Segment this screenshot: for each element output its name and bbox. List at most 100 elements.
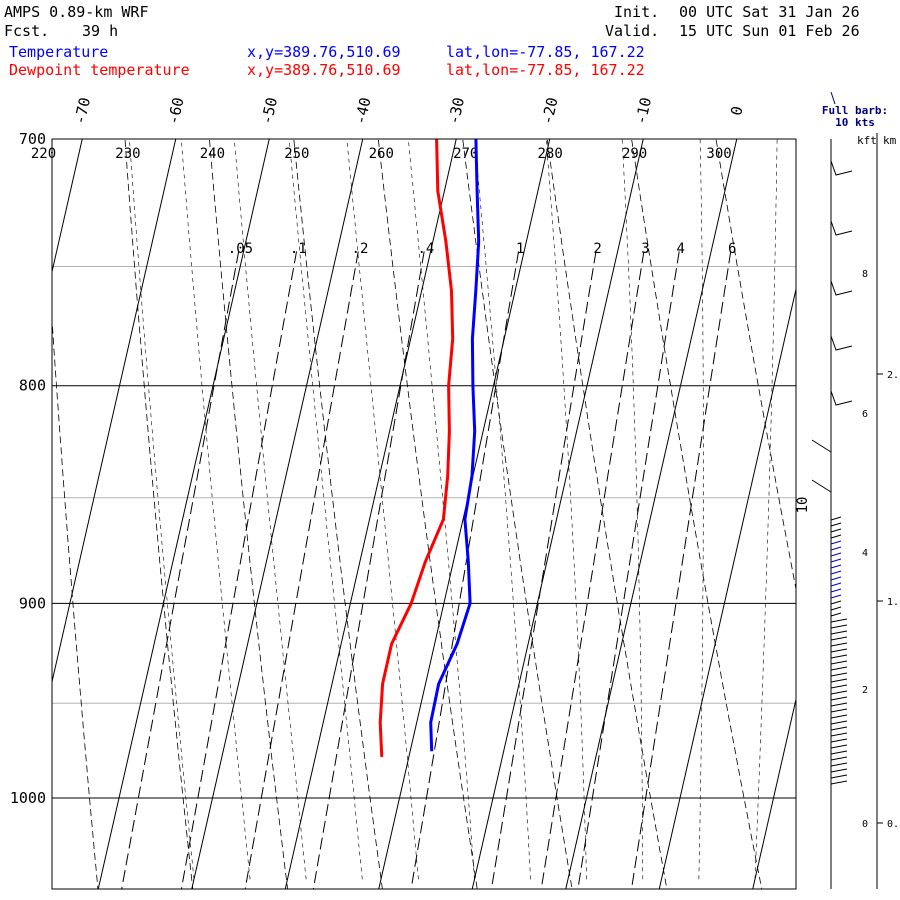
wind-barb: [830, 335, 853, 351]
mixing-ratio-line: [180, 251, 298, 889]
legend-temperature-latlon: lat,lon=-77.85, 167.22: [446, 43, 645, 61]
wind-barb: [830, 678, 848, 683]
legend-temperature-name: Temperature: [9, 43, 109, 61]
dry-adiabat-line: [799, 129, 900, 899]
mixing-ratio-line: [121, 251, 240, 889]
wind-barb: [830, 690, 848, 695]
full-barb-speed: 10 kts: [835, 116, 875, 129]
wind-barb: [830, 160, 853, 176]
wind-barb: [830, 390, 853, 406]
plot-frame: [51, 138, 797, 890]
pressure-label: 1000: [10, 789, 46, 807]
theta-label: 240: [200, 146, 225, 162]
wind-barb: [830, 588, 842, 593]
isotherm-label: -40: [351, 96, 375, 126]
moist-adiabat-line: [288, 139, 363, 880]
isotherm-label: 0: [727, 104, 747, 117]
legend-temperature-xy: x,y=389.76,510.69: [247, 43, 401, 61]
mixing-ratio-label: 6: [728, 241, 736, 257]
wind-barb: [830, 750, 848, 755]
wind-barb: [830, 684, 848, 689]
init-label: Init.: [614, 3, 660, 21]
moist-adiabat-line: [754, 139, 778, 880]
height-km-label: 2.: [887, 370, 899, 381]
wind-barb: [830, 744, 848, 749]
mixing-ratio-line: [410, 251, 520, 889]
isotherm-line: [752, 697, 796, 889]
mixing-ratio-label: 1: [516, 241, 524, 257]
pressure-label: 900: [19, 594, 46, 612]
model-title: AMPS 0.89-km WRF: [4, 3, 149, 21]
wind-barb: [830, 546, 842, 551]
dry-adiabat-line: [546, 139, 668, 889]
moist-adiabat-line: [545, 139, 587, 880]
mixing-ratio-line: [540, 251, 645, 889]
wind-barb: [830, 564, 842, 569]
isotherm-line: [565, 139, 738, 889]
dry-adiabat-line: [208, 139, 289, 889]
height-kft-label: 6: [862, 409, 868, 420]
wind-barb: [830, 618, 848, 623]
theta-label: 270: [453, 146, 478, 162]
isotherm-label: -60: [164, 96, 188, 126]
wind-barb: [830, 612, 842, 617]
dry-adiabat-line: [462, 139, 573, 889]
wind-barb: [830, 642, 848, 647]
wind-barb: [830, 552, 842, 557]
isotherm-line: [284, 139, 457, 889]
dry-adiabat-line: [124, 139, 194, 889]
height-km-label: 0.: [887, 819, 899, 830]
full-barb-label: Full barb:: [822, 104, 888, 117]
moist-adiabat-line: [129, 139, 195, 880]
wind-barb: [830, 702, 848, 707]
dry-adiabat-line: [631, 139, 763, 889]
legend-dewpoint-name: Dewpoint temperature: [9, 61, 190, 79]
mixing-ratio-label: .2: [352, 241, 369, 257]
wind-barb: [830, 708, 848, 713]
moist-adiabat-line: [621, 139, 644, 880]
wind-barb: [830, 756, 848, 761]
forecast-hours: 39 h: [82, 22, 119, 40]
isotherm-label: -70: [71, 96, 95, 126]
wind-barb: [830, 624, 848, 629]
moist-adiabat-line: [811, 112, 852, 879]
wind-barb: [830, 636, 848, 641]
mixing-ratio-line: [244, 251, 359, 889]
isotherm-line: [191, 139, 364, 889]
mixing-ratio-line: [490, 251, 597, 889]
kft-unit-label: kft: [857, 134, 877, 147]
mixing-ratio-label: .05: [228, 241, 253, 257]
wind-barb: [830, 594, 842, 599]
dry-adiabat-line: [377, 139, 478, 889]
wind-barb: [830, 696, 848, 701]
wind-barb: [830, 726, 848, 731]
wind-barb: [830, 600, 842, 605]
height-kft-label: 8: [862, 269, 868, 280]
isotherm-label: -20: [538, 96, 562, 126]
height-kft-label: 2: [862, 685, 868, 696]
forecast-label: Fcst.: [4, 22, 50, 40]
wind-barb: [830, 220, 853, 236]
wind-barb: [830, 654, 848, 659]
wind-barb: [830, 780, 848, 785]
wind-barb: [830, 280, 853, 296]
mixing-ratio-label: 3: [641, 241, 649, 257]
wind-barb: [830, 570, 842, 575]
temperature-profile: [429, 139, 481, 752]
wind-barb: [830, 774, 848, 779]
wind-barb: [830, 660, 848, 665]
barb-legend-staff: [830, 91, 836, 105]
dry-adiabat-line: [293, 139, 383, 889]
legend-dewpoint-latlon: lat,lon=-77.85, 167.22: [446, 61, 645, 79]
isotherm-line: [97, 139, 270, 889]
dry-adiabat-line: [883, 129, 900, 899]
init-time: 00 UTC Sat 31 Jan 26: [679, 3, 860, 21]
isotherm-label: -50: [258, 96, 282, 126]
wind-barb: [830, 768, 848, 773]
dewpoint-profile: [378, 139, 455, 757]
theta-label: 230: [115, 146, 140, 162]
valid-label: Valid.: [605, 22, 660, 40]
mixing-ratio-label: .1: [290, 241, 307, 257]
moist-adiabat-line: [180, 139, 251, 880]
